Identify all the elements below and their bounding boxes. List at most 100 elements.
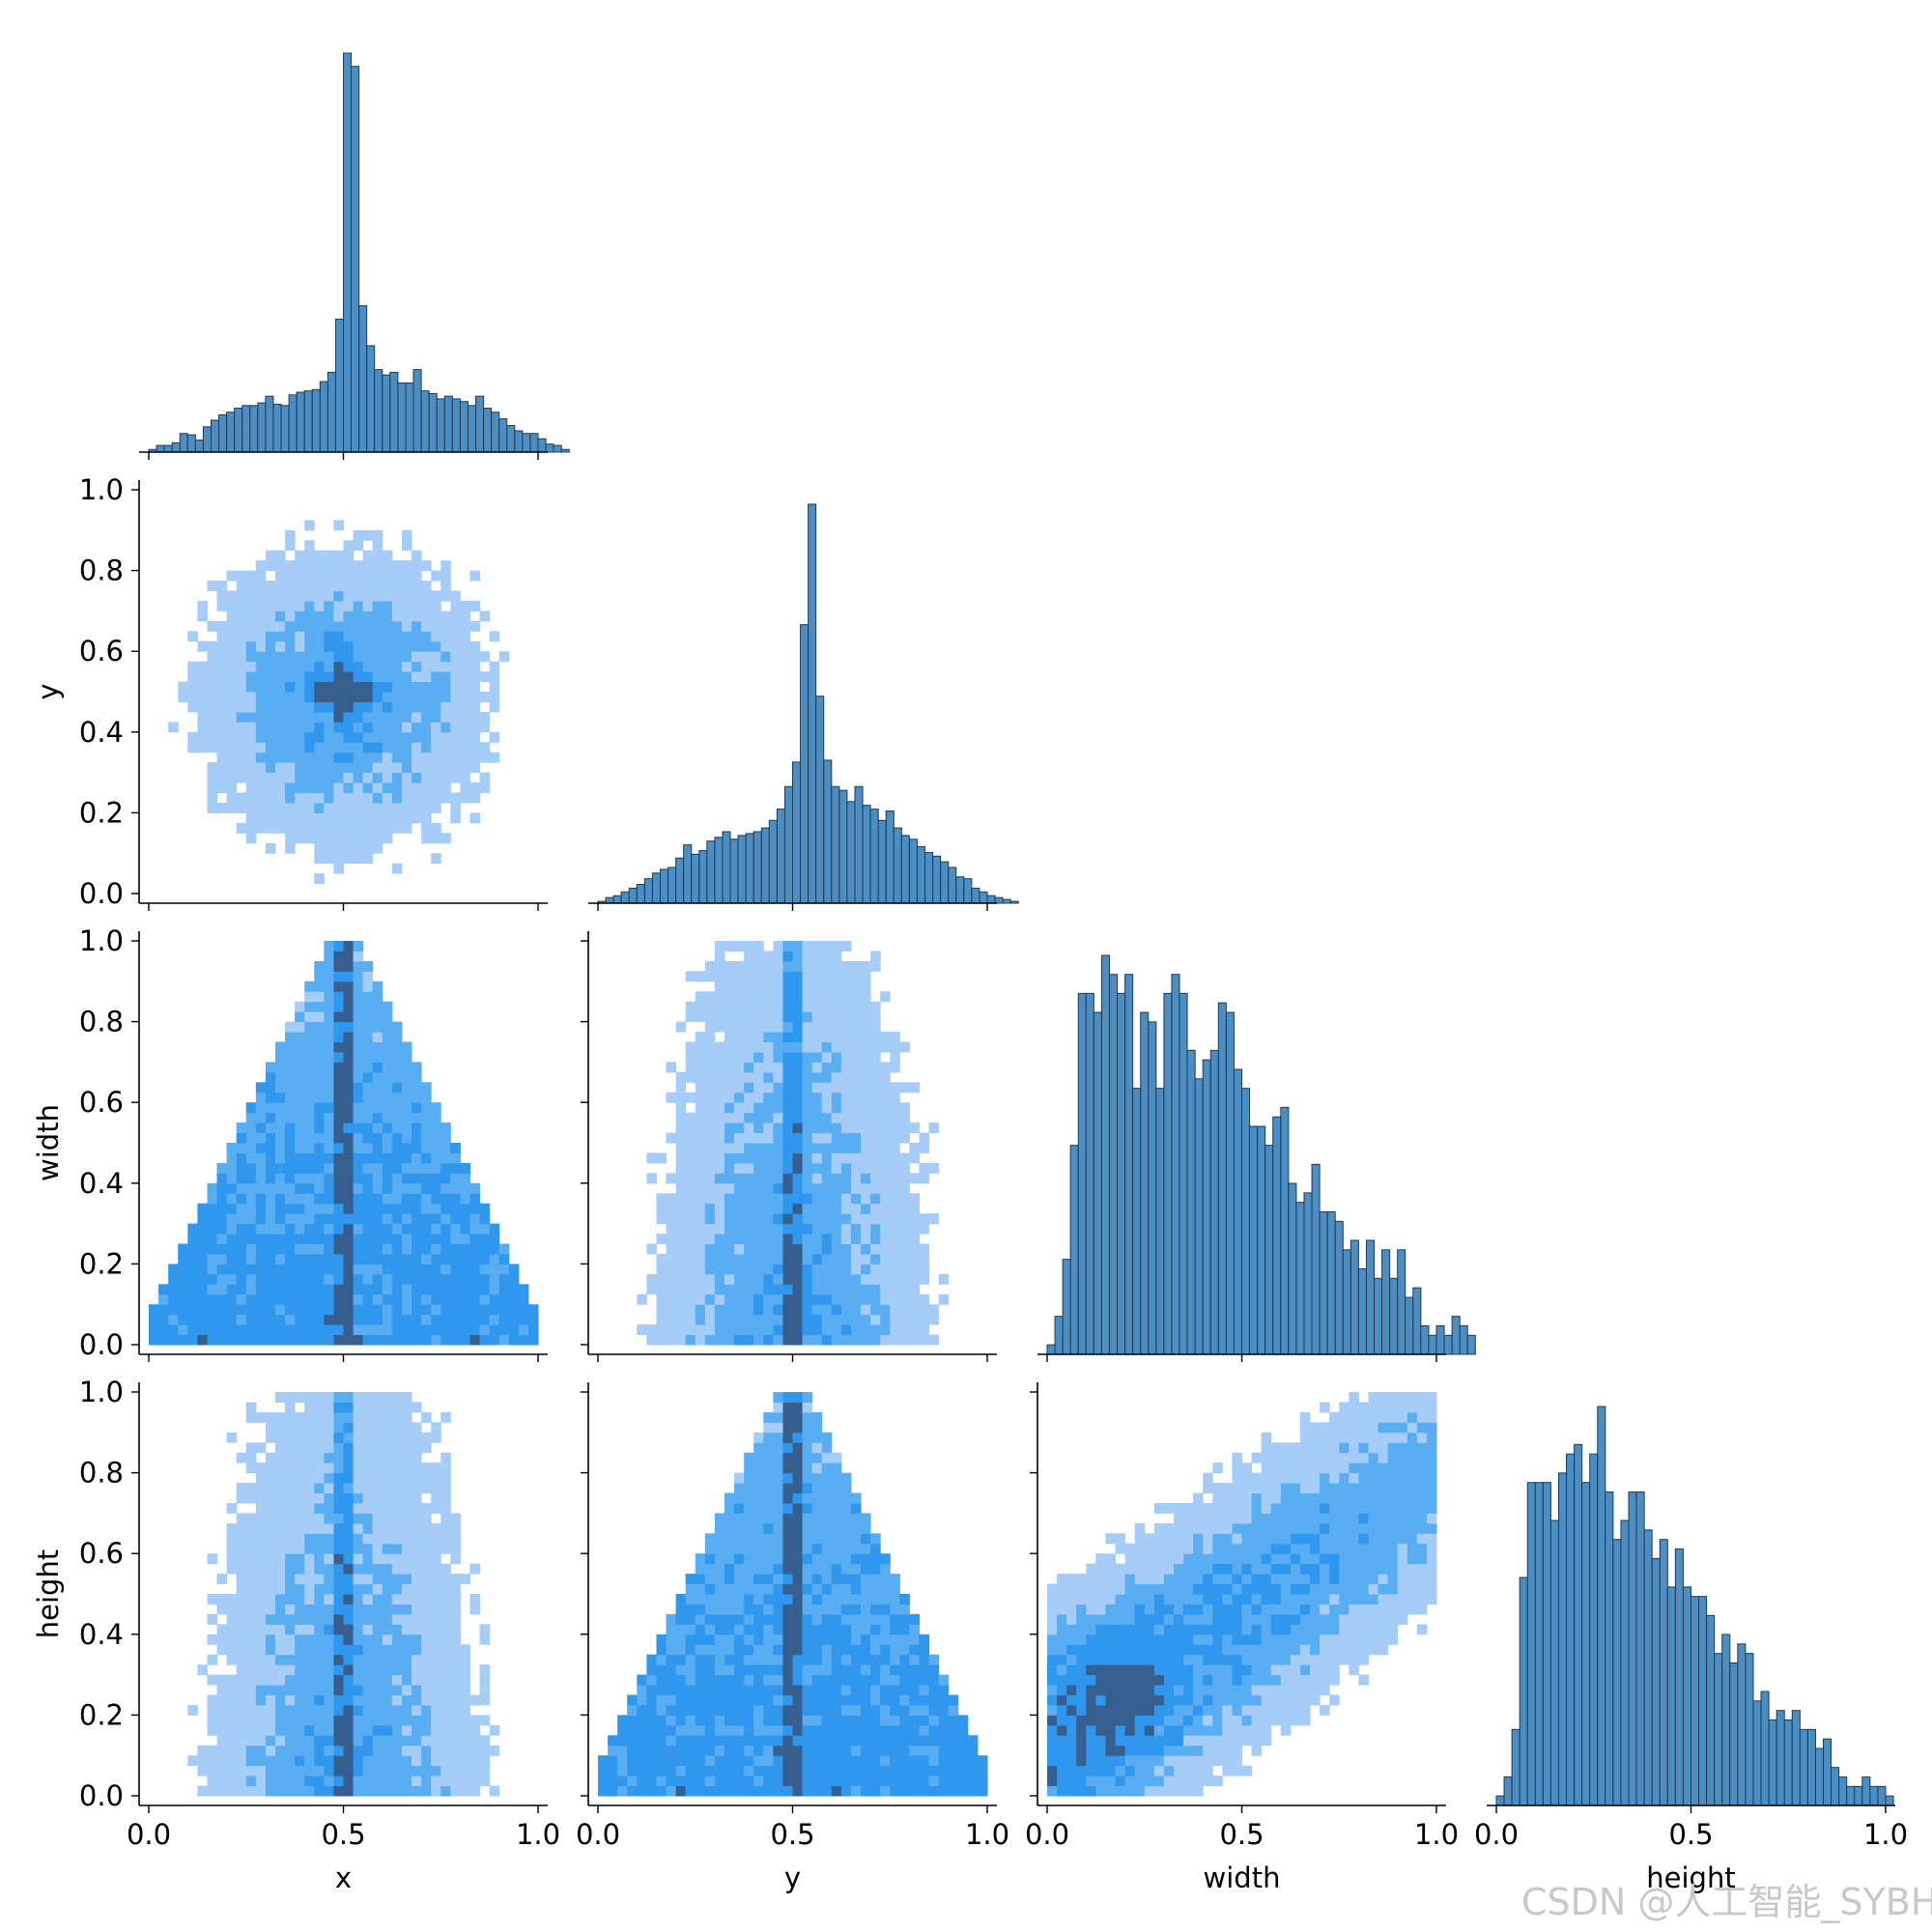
heatmap-cell xyxy=(685,1051,696,1063)
heatmap-cell xyxy=(226,1304,238,1316)
heatmap-cell xyxy=(890,1715,900,1726)
heatmap-cell xyxy=(265,1664,276,1676)
heatmap-cell xyxy=(431,1273,441,1285)
hist-bar-width xyxy=(1085,992,1094,1355)
heatmap-cell xyxy=(821,1583,833,1595)
heatmap-cell xyxy=(734,1032,745,1042)
heatmap-cell xyxy=(919,1324,930,1336)
heatmap-cell xyxy=(401,631,412,642)
heatmap-cell xyxy=(508,1284,520,1295)
heatmap-cell xyxy=(666,1724,677,1736)
heatmap-cell xyxy=(782,1102,793,1114)
heatmap-cell xyxy=(285,1685,296,1695)
heatmap-cell xyxy=(861,1182,871,1194)
heatmap-cell xyxy=(353,1152,364,1164)
heatmap-cell xyxy=(314,722,325,733)
hist-bar-height xyxy=(1806,1728,1816,1806)
heatmap-cell xyxy=(343,1273,355,1285)
heatmap-cell xyxy=(255,1203,267,1214)
heatmap-cell xyxy=(850,1765,862,1776)
heatmap-cell xyxy=(782,1704,793,1716)
heatmap-cell xyxy=(391,1422,403,1434)
heatmap-cell xyxy=(274,812,286,824)
heatmap-cell xyxy=(343,1032,355,1042)
heatmap-cell xyxy=(450,1574,461,1585)
heatmap-cell xyxy=(255,1223,267,1235)
heatmap-cell xyxy=(792,1502,804,1514)
heatmap-cell xyxy=(343,782,355,793)
heatmap-cell xyxy=(216,1765,228,1776)
heatmap-cell xyxy=(850,1082,862,1094)
heatmap-cell xyxy=(274,1173,286,1184)
heatmap-cell xyxy=(899,1264,910,1275)
heatmap-cell xyxy=(333,711,344,723)
heatmap-cell xyxy=(850,1293,862,1305)
heatmap-cell xyxy=(382,1654,393,1665)
heatmap-cell xyxy=(773,1715,783,1726)
heatmap-cell xyxy=(714,941,725,952)
axes-r1-c0: 0.00.20.40.60.81.0 xyxy=(79,473,548,911)
heatmap-cell xyxy=(333,792,344,804)
heatmap-cell xyxy=(744,1472,754,1484)
heatmap-cell xyxy=(919,1785,930,1797)
heatmap-cell xyxy=(1057,1724,1067,1736)
heatmap-cell xyxy=(265,1334,276,1346)
heatmap-cell xyxy=(938,1715,950,1726)
heatmap-cell xyxy=(685,1071,696,1083)
heatmap-cell xyxy=(782,1745,793,1756)
heatmap-cell xyxy=(870,960,881,972)
heatmap-cell xyxy=(304,1574,315,1585)
heatmap-cell xyxy=(744,1021,754,1033)
heatmap-cell xyxy=(382,1543,393,1554)
heatmap-cell xyxy=(899,1604,910,1615)
heatmap-cell xyxy=(714,1594,725,1605)
heatmap-cell xyxy=(382,611,393,622)
heatmap-cell xyxy=(333,782,344,793)
heatmap-cell xyxy=(734,1715,745,1726)
heatmap-cell xyxy=(938,1785,950,1797)
heatmap-cell xyxy=(792,1513,804,1524)
heatmap-cell xyxy=(880,1704,891,1716)
hist-bar-width xyxy=(1412,1287,1422,1355)
heatmap-cell xyxy=(333,1452,344,1463)
heatmap-cell xyxy=(324,971,334,982)
heatmap-cell xyxy=(608,1755,618,1767)
heatmap-cell xyxy=(265,1574,276,1585)
heatmap-cell xyxy=(734,1021,745,1033)
heatmap-cell xyxy=(831,1032,842,1042)
heatmap-cell xyxy=(391,1704,403,1716)
heatmap-cell xyxy=(440,1452,451,1463)
heatmap-cell xyxy=(216,1704,228,1716)
heatmap-cell xyxy=(870,1674,881,1686)
heatmap-cell xyxy=(362,1314,374,1325)
heatmap-cell xyxy=(724,1334,735,1346)
heatmap-cell xyxy=(412,802,422,813)
hist-bar-y xyxy=(776,809,785,904)
heatmap-cell xyxy=(744,1243,754,1255)
heatmap-cell xyxy=(880,1152,891,1164)
heatmap-cell xyxy=(391,1193,403,1205)
heatmap-cell xyxy=(870,1132,881,1144)
heatmap-cell xyxy=(255,1613,267,1625)
heatmap-cell xyxy=(450,1543,461,1554)
heatmap-cell xyxy=(782,1143,793,1153)
heatmap-cell xyxy=(401,802,412,813)
heatmap-cell xyxy=(255,752,267,763)
heatmap-cell xyxy=(333,960,344,972)
heatmap-cell xyxy=(880,991,891,1003)
heatmap-cell xyxy=(821,1674,833,1686)
heatmap-cell xyxy=(763,1032,774,1042)
hist-bar-width xyxy=(1225,1011,1235,1355)
heatmap-cell xyxy=(773,1422,783,1434)
heatmap-cell xyxy=(353,991,364,1003)
heatmap-cell xyxy=(372,661,384,672)
heatmap-cell xyxy=(226,1432,238,1443)
heatmap-cell xyxy=(704,1032,716,1042)
heatmap-cell xyxy=(656,1253,668,1264)
heatmap-cell xyxy=(324,1082,334,1094)
heatmap-cell xyxy=(304,1613,315,1625)
heatmap-cell xyxy=(245,1273,257,1285)
heatmap-cell xyxy=(353,1122,364,1134)
hist-bar-x xyxy=(366,345,376,453)
hist-bar-x xyxy=(218,413,228,453)
